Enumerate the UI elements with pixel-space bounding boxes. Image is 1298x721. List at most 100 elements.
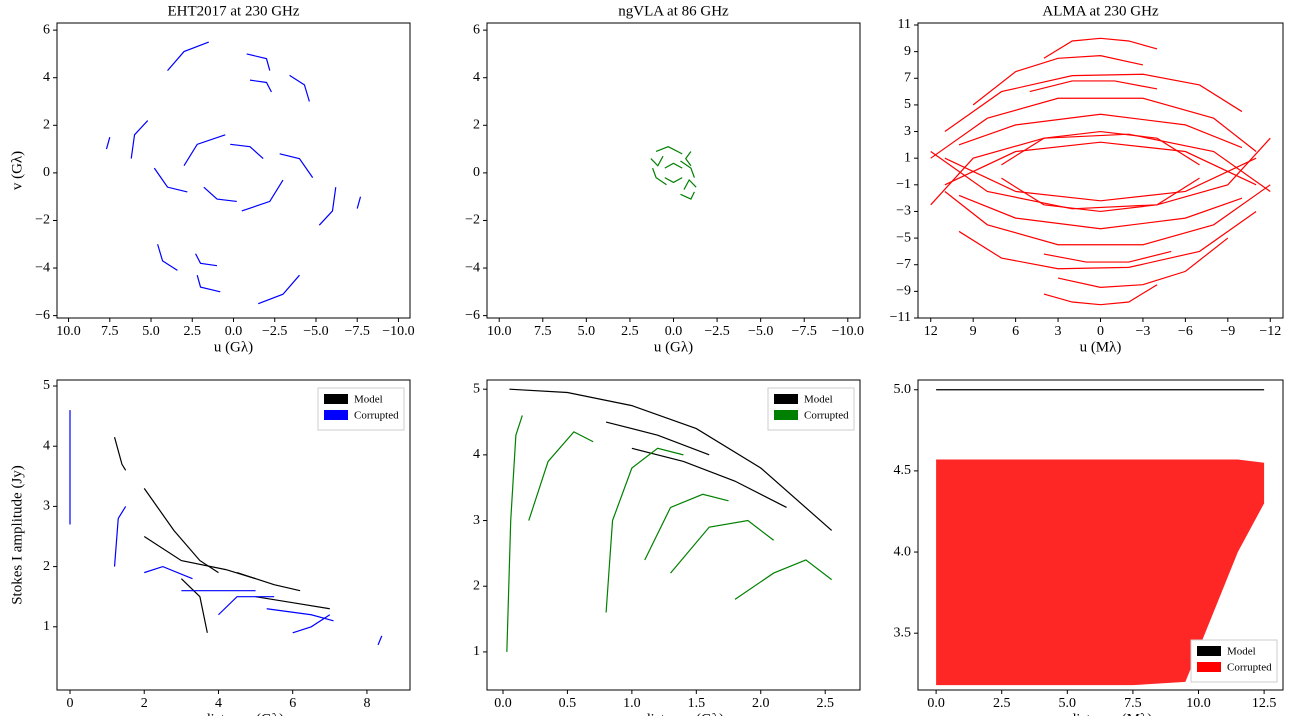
chart-title: EHT2017 at 230 GHz — [167, 3, 299, 19]
y-tick-label: 2 — [473, 578, 480, 593]
x-axis-label: uv-distance (Gλ) — [623, 711, 724, 716]
legend-label: Model — [354, 394, 383, 406]
data-track — [664, 177, 683, 184]
y-tick-label: 1 — [43, 619, 50, 634]
data-track — [318, 187, 337, 226]
y-tick-label: −1 — [896, 177, 911, 192]
data-track — [650, 155, 664, 167]
y-tick-label: 2 — [43, 559, 50, 574]
x-tick-label: −2.5 — [262, 324, 287, 339]
plot-frame — [917, 379, 1284, 691]
y-tick-label: 4 — [473, 70, 480, 85]
y-tick-label: 1 — [473, 644, 480, 659]
data-track — [203, 186, 237, 203]
x-axis-label: uv-distance (Mλ) — [1049, 711, 1153, 716]
y-tick-label: −5 — [896, 230, 911, 245]
x-tick-label: 6 — [289, 696, 296, 711]
data-track — [684, 151, 692, 167]
x-tick-label: 0.5 — [559, 696, 577, 711]
data-track — [258, 274, 300, 305]
data-track — [167, 41, 209, 71]
legend-label: Corrupted — [804, 410, 849, 422]
x-tick-label: 5.0 — [578, 324, 596, 339]
data-track — [605, 421, 710, 456]
data-track — [153, 167, 188, 193]
data-track — [183, 134, 226, 167]
data-track — [266, 608, 334, 622]
data-track — [1043, 250, 1172, 263]
y-tick-label: −9 — [896, 284, 911, 299]
data-track — [734, 559, 833, 600]
x-tick-label: −5.0 — [303, 324, 328, 339]
x-tick-label: −5.0 — [748, 324, 773, 339]
x-tick-label: 7.5 — [101, 324, 119, 339]
data-track — [631, 447, 787, 508]
x-tick-label: 3 — [1055, 324, 1062, 339]
y-tick-label: −4 — [465, 260, 480, 275]
data-track — [130, 120, 149, 159]
data-track — [241, 179, 284, 212]
x-tick-label: 10.0 — [1186, 696, 1211, 711]
data-track — [506, 415, 523, 652]
y-tick-label: −2 — [35, 213, 50, 228]
data-track — [655, 146, 683, 155]
x-tick-label: 12 — [924, 324, 938, 339]
y-tick-label: −6 — [35, 308, 50, 323]
y-tick-label: 11 — [898, 17, 911, 32]
data-track — [105, 137, 111, 150]
x-tick-label: −7.5 — [345, 324, 370, 339]
data-track — [195, 253, 218, 267]
x-tick-label: 0 — [1097, 324, 1104, 339]
y-tick-label: −6 — [465, 308, 480, 323]
chart-title: ALMA at 230 GHz — [1042, 3, 1159, 19]
x-tick-label: 6 — [1012, 324, 1019, 339]
x-tick-label: −6 — [1178, 324, 1193, 339]
y-tick-label: 2 — [473, 118, 480, 133]
data-track — [230, 143, 264, 160]
x-tick-label: 2.5 — [621, 324, 639, 339]
y-tick-label: 5 — [43, 378, 50, 393]
data-track — [644, 493, 729, 561]
y-tick-label: 5 — [473, 381, 480, 396]
data-track — [356, 196, 362, 209]
data-track — [958, 194, 1243, 230]
data-track — [680, 160, 695, 178]
plot-frame — [486, 379, 861, 691]
legend-label: Corrupted — [1227, 662, 1272, 674]
x-tick-label: 5.0 — [1059, 696, 1077, 711]
data-track — [528, 431, 594, 521]
data-track — [652, 167, 667, 186]
data-track — [664, 162, 683, 169]
x-axis-label: u (Mλ) — [1080, 339, 1122, 355]
y-tick-label: 9 — [904, 44, 911, 59]
data-track — [113, 506, 127, 567]
y-tick-label: −7 — [896, 257, 911, 272]
data-track — [605, 447, 684, 613]
x-tick-label: 0.0 — [225, 324, 243, 339]
data-track — [180, 578, 208, 633]
data-track — [255, 596, 330, 610]
data-track — [958, 210, 1257, 270]
data-track — [944, 141, 1257, 186]
legend-swatch — [1197, 662, 1221, 672]
data-track — [1001, 177, 1200, 213]
data-track — [930, 133, 1271, 206]
y-tick-label: 0 — [473, 165, 480, 180]
legend-label: Model — [804, 394, 833, 406]
data-track — [958, 113, 1243, 149]
x-tick-label: 5.0 — [142, 324, 160, 339]
y-tick-label: 5.0 — [894, 382, 912, 397]
data-track — [246, 53, 271, 71]
x-axis-label: u (Gλ) — [214, 339, 253, 355]
y-tick-label: 4.0 — [894, 544, 912, 559]
x-tick-label: −10.0 — [832, 324, 864, 339]
x-axis-label: u (Gλ) — [654, 339, 693, 355]
y-axis-label: v (Gλ) — [9, 151, 25, 190]
data-area — [936, 459, 1265, 686]
y-tick-label: 4 — [43, 70, 50, 85]
data-track — [944, 157, 1257, 202]
data-track — [1029, 80, 1158, 93]
legend-swatch — [324, 394, 348, 404]
y-tick-label: 6 — [43, 22, 50, 37]
